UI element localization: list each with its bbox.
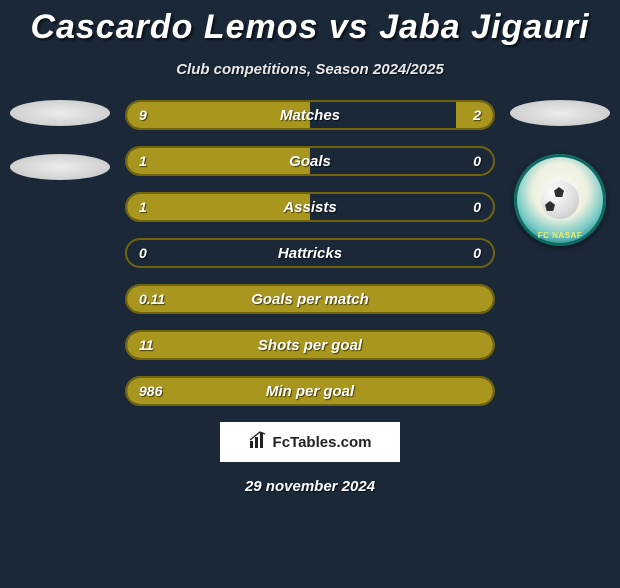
snapshot-date: 29 november 2024	[0, 478, 620, 495]
bar-value-right: 0	[473, 148, 481, 174]
bar-chart-icon	[249, 431, 267, 454]
bar-value-left: 0	[139, 240, 147, 266]
stat-bar: 0 0Hattricks	[125, 238, 495, 268]
right-club-name: FC NASAF	[514, 231, 606, 240]
bar-fill	[127, 378, 493, 404]
stat-bar: 0.11Goals per match	[125, 284, 495, 314]
stat-bar: 11Shots per goal	[125, 330, 495, 360]
stat-bar: 10Assists	[125, 192, 495, 222]
stat-bar: 986Min per goal	[125, 376, 495, 406]
left-player-badges	[10, 100, 110, 208]
bar-label: Hattricks	[127, 240, 493, 266]
right-club-crest: FC NASAF	[514, 154, 606, 246]
bar-fill-right	[456, 102, 493, 128]
left-club-placeholder-1	[10, 100, 110, 126]
stat-bar: 10Goals	[125, 146, 495, 176]
bar-value-right: 0	[473, 194, 481, 220]
stat-bar: 92Matches	[125, 100, 495, 130]
bar-fill-left	[127, 148, 310, 174]
brand-box[interactable]: FcTables.com	[220, 422, 400, 462]
bar-value-right: 0	[473, 240, 481, 266]
bar-fill-left	[127, 102, 310, 128]
comparison-arena: FC NASAF 92Matches10Goals10Assists00Hatt…	[0, 100, 620, 406]
bar-fill-left	[127, 194, 310, 220]
page-subtitle: Club competitions, Season 2024/2025	[0, 61, 620, 78]
bar-fill	[127, 286, 493, 312]
left-club-placeholder-2	[10, 154, 110, 180]
bar-fill	[127, 332, 493, 358]
stat-bars: 92Matches10Goals10Assists00Hattricks0.11…	[125, 100, 495, 406]
brand-text: FcTables.com	[273, 434, 372, 451]
right-club-placeholder-1	[510, 100, 610, 126]
page-title: Cascardo Lemos vs Jaba Jigauri	[0, 8, 620, 47]
right-player-badges: FC NASAF	[510, 100, 610, 246]
soccer-ball-icon	[541, 181, 579, 219]
